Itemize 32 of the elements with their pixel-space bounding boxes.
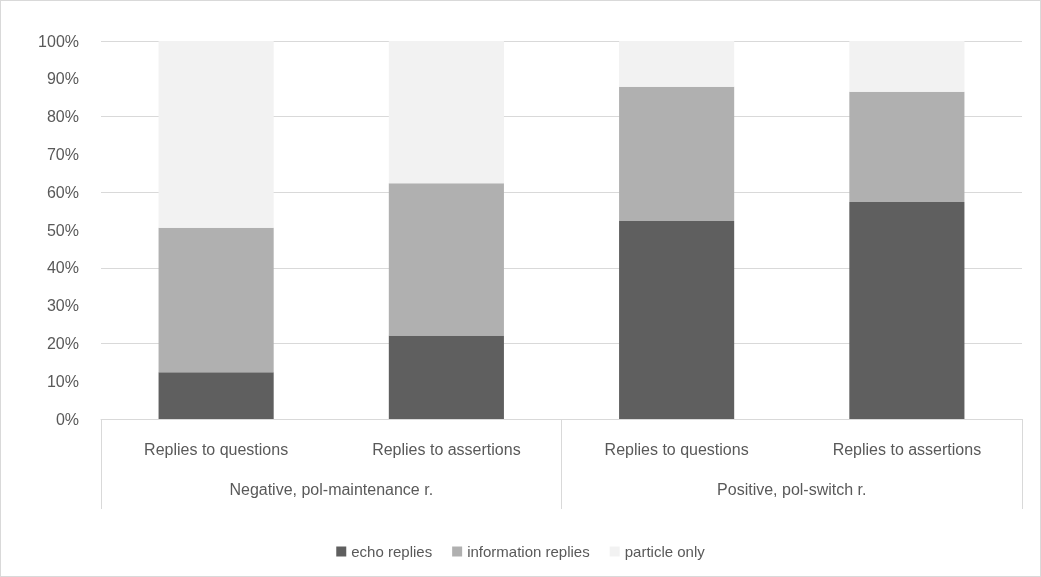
bar [849,41,965,92]
y-tick-label: 30% [46,297,79,315]
x-tick-label: Replies to assertions [372,440,521,458]
y-tick-label: 40% [46,259,79,277]
bar [619,41,735,87]
text: Negative, pol-maintenance r. [229,480,434,498]
y-tick-label: 80% [46,108,79,126]
y-tick-label: 90% [46,70,79,88]
bar [388,41,504,184]
bar [849,202,965,419]
y-tick-label: 60% [46,183,79,201]
bar [388,183,504,336]
bar [388,335,504,419]
y-tick-label: 70% [46,145,79,163]
legend-label: particle only [624,543,706,560]
legend-label: information replies [467,543,590,560]
y-tick-label: 10% [46,372,79,390]
y-tick-label: 50% [46,221,79,239]
legend-label: echo replies [351,543,433,560]
bar [619,220,735,419]
y-tick-label: 0% [55,410,79,428]
bar [158,227,274,373]
bar [849,91,965,203]
bar [158,372,274,419]
y-tick-label: 20% [46,334,79,352]
bar [158,41,274,228]
x-tick-label: Replies to questions [144,440,289,458]
x-tick-label: Replies to assertions [832,440,982,458]
y-tick-label: 100% [38,32,79,50]
text: Positive, pol-switch r. [717,480,867,498]
bar [619,86,735,221]
x-tick-label: Replies to questions [604,440,749,458]
